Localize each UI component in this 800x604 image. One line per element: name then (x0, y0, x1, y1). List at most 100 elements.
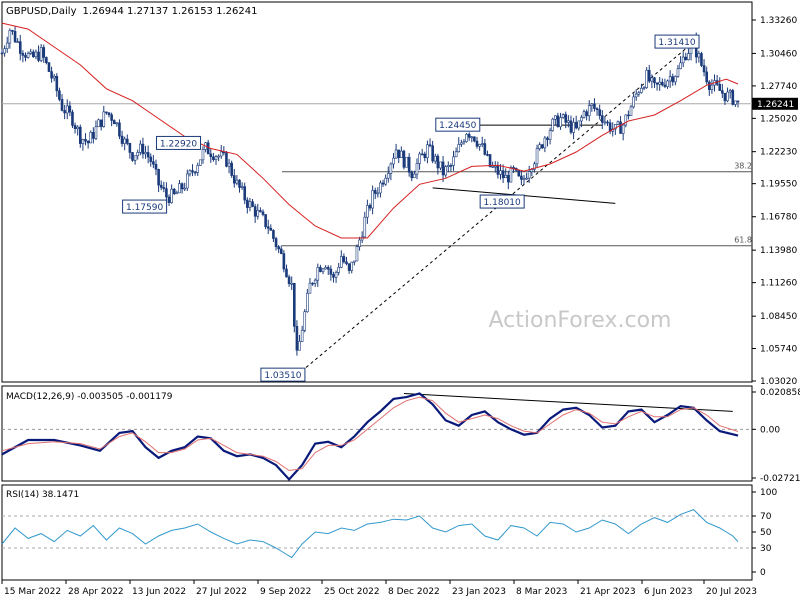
candle-body (287, 276, 291, 284)
candle-body (551, 118, 554, 131)
candle-body (504, 175, 508, 179)
candle-body (710, 84, 714, 90)
candle-body (112, 120, 116, 125)
candle-body (600, 115, 604, 123)
candle-body (496, 165, 500, 175)
annotation-box (156, 135, 202, 150)
candle-body (577, 120, 581, 129)
annotation-box (260, 367, 306, 382)
x-tick-label: 28 Apr 2022 (68, 587, 124, 597)
candle-body (621, 124, 625, 134)
candle-body (608, 122, 612, 132)
candle-body (94, 126, 98, 139)
price-annotation: 1.24450 (435, 117, 481, 132)
candle-body (300, 329, 304, 342)
candle-body (433, 155, 437, 162)
candle-body (285, 268, 288, 278)
candle-body (196, 165, 200, 173)
candle-body (8, 30, 12, 44)
candle-body (520, 175, 523, 180)
candle-body (52, 75, 56, 79)
candle-body (358, 239, 361, 248)
candle-body (84, 139, 87, 142)
candle-body (507, 175, 510, 183)
candle-body (478, 144, 481, 147)
annotation-box (654, 34, 700, 49)
candle-body (71, 111, 74, 126)
candle-body (339, 256, 343, 268)
candle-body (259, 210, 262, 213)
macd-title: MACD(12,26,9) -0.003505 -0.001179 (6, 392, 173, 402)
candle-body (567, 120, 570, 123)
candle-body (389, 163, 393, 174)
candle-body (650, 77, 654, 82)
candle-body (261, 211, 265, 215)
candle-body (420, 153, 424, 156)
candle-body (637, 92, 641, 95)
candle-body (136, 152, 140, 157)
y-tick-label: 1.03020 (760, 377, 797, 387)
candle-body (572, 122, 575, 133)
candle-body (37, 51, 40, 61)
candle-body (687, 53, 690, 61)
candle-body (593, 103, 596, 109)
candle-body (721, 90, 724, 94)
candle-body (123, 138, 126, 144)
candle-body (324, 267, 327, 270)
candle-body (431, 145, 434, 162)
candle-body (217, 155, 220, 158)
candle-body (452, 156, 455, 166)
price-annotation: 1.18010 (479, 194, 525, 209)
candle-body (337, 267, 340, 273)
price-annotation: 1.31410 (654, 34, 700, 49)
candle-body (282, 253, 286, 270)
candle-body (462, 141, 466, 144)
candle-body (272, 230, 275, 239)
candle-body (26, 53, 30, 58)
candle-body (384, 177, 387, 185)
candle-body (564, 114, 568, 123)
x-tick-label: 15 Mar 2022 (4, 587, 61, 597)
candle-body (149, 156, 153, 162)
candle-body (269, 227, 273, 231)
candle-body (616, 121, 620, 125)
ohlc-label: 1.26944 1.27137 1.26153 1.26241 (83, 6, 258, 17)
candle-body (295, 326, 299, 351)
candle-body (400, 150, 403, 158)
candle-body (538, 144, 541, 149)
candle-body (603, 121, 607, 124)
candle-body (232, 175, 236, 184)
candle-body (653, 77, 656, 84)
candle-body (63, 110, 66, 114)
candle-body (632, 96, 635, 108)
candle-body (559, 117, 562, 128)
candle-body (671, 76, 675, 83)
candle-body (154, 163, 158, 170)
price-panel: 1.33260 1.30460 1.27740 1.25020 1.22230 1.195… (0, 16, 798, 387)
candle-body (274, 238, 278, 247)
candle-body (595, 108, 599, 110)
candle-body (214, 156, 218, 160)
candle-body (410, 171, 414, 179)
macd-panel-frame (1, 385, 753, 482)
candle-body (303, 311, 307, 331)
candle-body (363, 216, 367, 238)
candle-body (446, 165, 450, 167)
candle-body (402, 150, 406, 168)
candle-body (457, 144, 461, 153)
candle-body (76, 126, 79, 129)
candle-body (141, 143, 145, 155)
fib-level-label: 61.8 (734, 236, 752, 245)
candle-body (319, 267, 322, 273)
candle-body (647, 69, 651, 82)
rsi-y-tick-label: 70 (760, 512, 772, 522)
candle-body (18, 41, 22, 54)
y-tick-label: 1.11260 (760, 279, 797, 289)
candle-body (316, 267, 320, 281)
candle-body (39, 47, 43, 61)
candle-body (702, 65, 706, 73)
candle-body (146, 152, 150, 158)
candle-body (619, 121, 622, 134)
x-axis: 15 Mar 2022 28 Apr 2022 13 Jun 2022 27 Jul … (1, 580, 757, 597)
candle-body (574, 122, 578, 129)
